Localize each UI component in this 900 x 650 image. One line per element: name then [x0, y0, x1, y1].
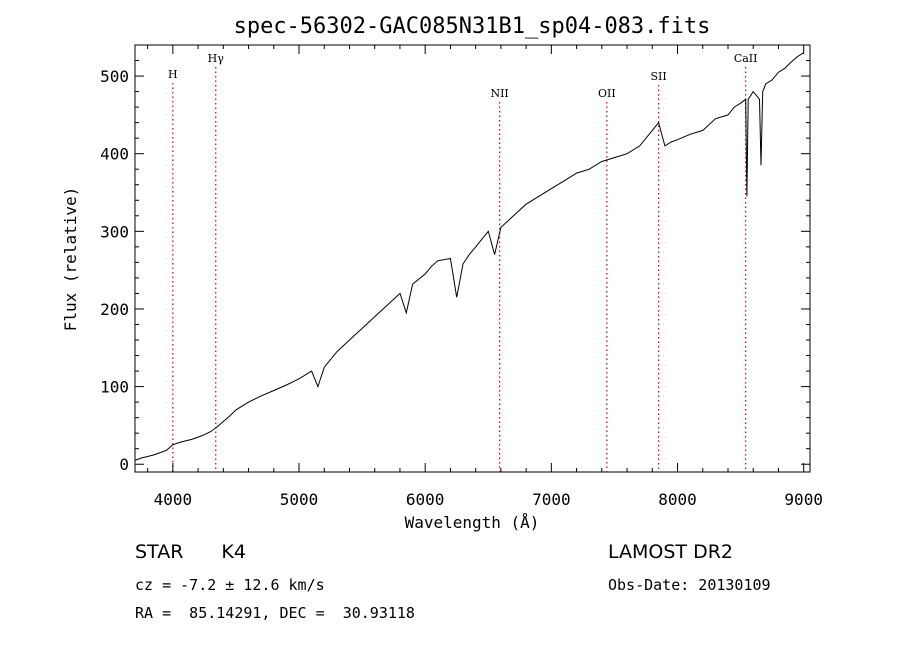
coordinates: RA = 85.14291, DEC = 30.93118 — [135, 604, 415, 622]
line-marker-label: CaII — [734, 52, 758, 65]
object-class: STAR K4 — [135, 543, 246, 562]
object-subclass: K4 — [221, 541, 246, 563]
x-tick-label: 5000 — [280, 490, 319, 509]
axis-ticks: 4000 5000 6000 7000 8000 9000 0 100 200 300 400 500 — [100, 45, 823, 509]
x-tick-label: 9000 — [784, 490, 823, 509]
object-type: STAR — [135, 541, 184, 563]
spectrum-line — [134, 52, 804, 461]
obs-date: Obs-Date: 20130109 — [608, 576, 771, 594]
y-tick-label: 200 — [100, 300, 129, 319]
line-marker-label: Hγ — [208, 52, 225, 65]
survey-name: LAMOST DR2 — [608, 541, 733, 563]
y-tick-label: 0 — [119, 455, 129, 474]
y-tick-label: 100 — [100, 378, 129, 397]
y-axis-label: Flux (relative) — [61, 187, 80, 332]
line-marker-label: OII — [598, 87, 616, 100]
line-markers: H Hγ NII OII SII CaII — [168, 52, 757, 472]
x-axis-label: Wavelength (Å) — [405, 513, 540, 532]
y-tick-label: 300 — [100, 222, 129, 241]
x-tick-label: 7000 — [532, 490, 571, 509]
x-tick-label: 8000 — [658, 490, 697, 509]
y-tick-label: 500 — [100, 67, 129, 86]
chart-title: spec-56302-GAC085N31B1_sp04-083.fits — [234, 14, 711, 39]
line-marker-label: H — [168, 68, 178, 81]
redshift-velocity: cz = -7.2 ± 12.6 km/s — [135, 576, 325, 594]
x-tick-label: 6000 — [406, 490, 445, 509]
y-tick-label: 400 — [100, 145, 129, 164]
x-tick-label: 4000 — [154, 490, 193, 509]
line-marker-label: SII — [650, 70, 666, 83]
line-marker-label: NII — [490, 87, 508, 100]
plot-frame — [134, 44, 811, 473]
